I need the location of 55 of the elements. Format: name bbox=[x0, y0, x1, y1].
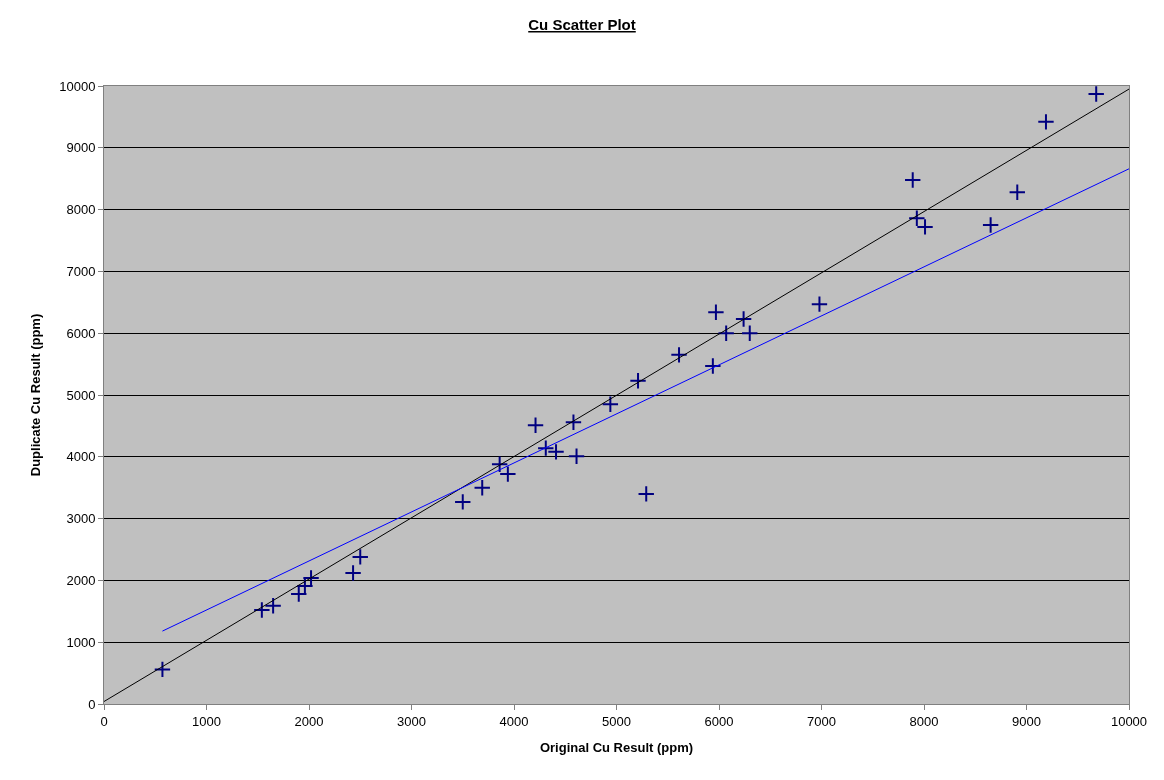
y-tick-label: 3000 bbox=[66, 511, 96, 527]
y-tick-label: 5000 bbox=[66, 387, 96, 403]
x-tick-label: 0 bbox=[100, 713, 108, 729]
x-tick-label: 9000 bbox=[1012, 713, 1041, 729]
x-tick-label: 2000 bbox=[294, 713, 324, 729]
chart-title: Cu Scatter Plot bbox=[528, 16, 636, 33]
point bbox=[473, 479, 491, 497]
x-tick-label: 3000 bbox=[397, 713, 426, 729]
point bbox=[1087, 85, 1105, 103]
y-tick-label: 10000 bbox=[59, 78, 96, 94]
y-tick-label: 4000 bbox=[66, 449, 96, 465]
x-tick-label: 7000 bbox=[807, 713, 836, 729]
point bbox=[290, 585, 308, 603]
point bbox=[296, 577, 314, 595]
x-tick-label: 6000 bbox=[704, 713, 734, 729]
point bbox=[547, 443, 565, 461]
y-tick-label: 8000 bbox=[66, 202, 96, 218]
point bbox=[264, 597, 282, 615]
point bbox=[734, 310, 753, 328]
y-tick-label: 9000 bbox=[66, 140, 96, 156]
x-tick-label: 4000 bbox=[499, 713, 529, 729]
point bbox=[741, 324, 759, 342]
y-tick-label: 6000 bbox=[66, 325, 96, 341]
point bbox=[526, 416, 545, 434]
point bbox=[454, 493, 472, 511]
point bbox=[567, 447, 586, 465]
point bbox=[153, 660, 172, 679]
point bbox=[810, 295, 829, 313]
y-axis-title: Duplicate Cu Result (ppm) bbox=[28, 313, 44, 477]
point bbox=[637, 485, 655, 503]
x-tick-label: 10000 bbox=[1110, 713, 1148, 729]
y-tick-label: 1000 bbox=[66, 634, 96, 650]
point bbox=[302, 569, 320, 587]
point bbox=[904, 171, 922, 189]
x-tick-label: 1000 bbox=[192, 713, 221, 729]
point bbox=[344, 564, 362, 582]
x-axis-title: Original Cu Result (ppm) bbox=[539, 740, 694, 756]
y-tick-label: 2000 bbox=[66, 572, 96, 588]
point bbox=[670, 346, 688, 364]
point bbox=[253, 601, 271, 619]
point bbox=[1008, 183, 1026, 201]
point bbox=[1037, 113, 1055, 131]
y-tick-label: 7000 bbox=[66, 263, 96, 279]
point bbox=[564, 413, 583, 431]
x-tick-label: 5000 bbox=[602, 713, 631, 729]
point bbox=[717, 324, 735, 342]
point bbox=[981, 216, 1000, 234]
x-tick-label: 8000 bbox=[909, 713, 939, 729]
point bbox=[629, 372, 647, 390]
point bbox=[704, 357, 722, 375]
point bbox=[351, 548, 369, 566]
y-tick-label: 0 bbox=[88, 696, 96, 712]
point bbox=[601, 395, 620, 413]
point bbox=[537, 439, 555, 457]
point bbox=[707, 303, 725, 321]
